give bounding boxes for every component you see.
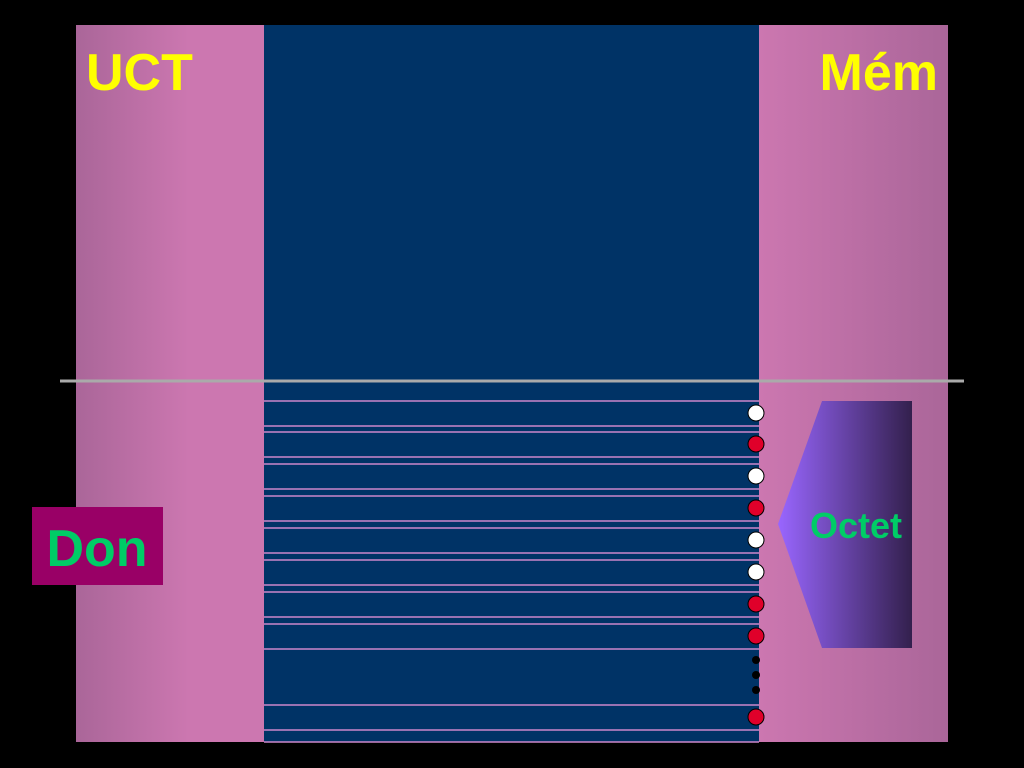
ellipsis-dot [752,656,760,664]
bit [747,404,765,422]
data-box [32,507,163,585]
wires [264,400,759,743]
octet-label: Octet [810,505,902,546]
bit [747,708,765,726]
bits [747,404,765,726]
memory-label: Mém [820,44,938,102]
ellipsis-dot [752,686,760,694]
ellipsis-dot [752,671,760,679]
bit [747,435,765,453]
bit [747,499,765,517]
data-label: Don [46,520,147,578]
bit [747,627,765,645]
bit [747,467,765,485]
bit [747,595,765,613]
bit [747,531,765,549]
bus-area [264,25,759,742]
bit [747,563,765,581]
octet-arrow [778,401,912,648]
cpu-panel [76,25,264,742]
cpu-label: UCT [86,44,193,102]
